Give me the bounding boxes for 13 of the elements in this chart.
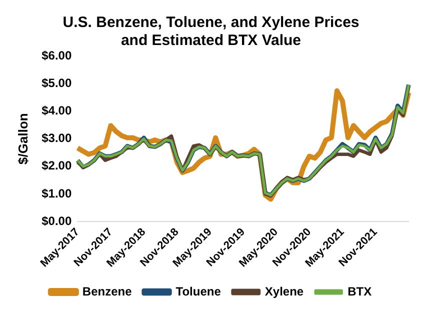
y-tick-label: $6.00: [42, 48, 72, 62]
legend-label: BTX: [348, 284, 372, 298]
legend-label: Xylene: [264, 284, 304, 298]
y-tick-label: $1.00: [42, 186, 72, 200]
legend-label: Benzene: [82, 284, 132, 298]
y-tick-label: $0.00: [42, 214, 72, 228]
y-tick-label: $5.00: [42, 76, 72, 90]
legend-label: Toluene: [176, 284, 222, 298]
y-tick-label: $2.00: [42, 158, 72, 173]
chart-title: U.S. Benzene, Toluene, and Xylene Prices and Estimated BTX Value: [62, 14, 360, 50]
y-axis-title: $/Gallon: [15, 113, 30, 164]
y-tick-label: $3.00: [42, 131, 72, 146]
y-tick-label: $4.00: [42, 104, 72, 118]
